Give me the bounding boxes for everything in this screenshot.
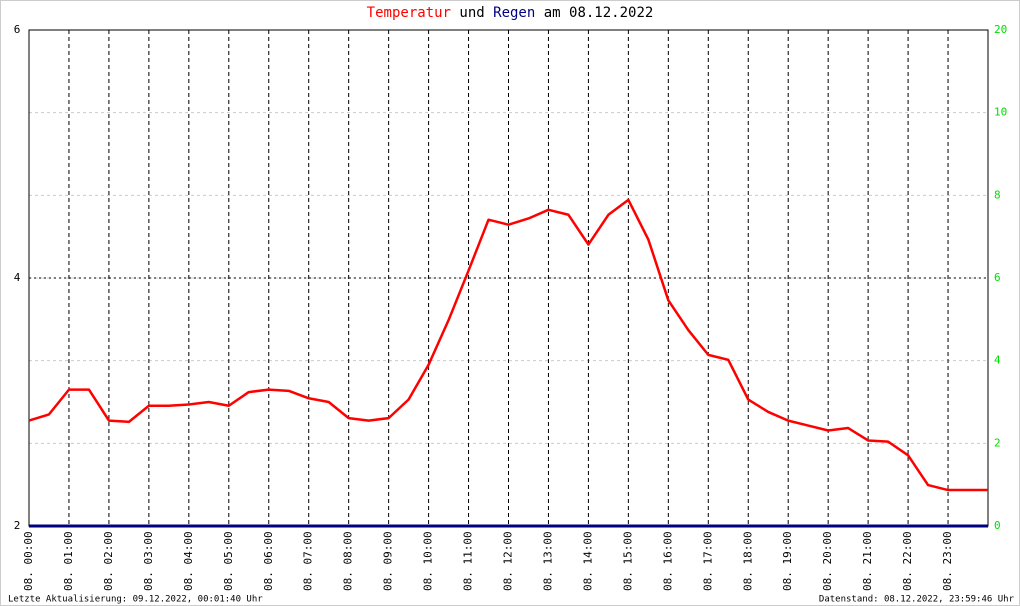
x-tick-label: 08. 12:00 xyxy=(502,531,515,591)
title-connector: und xyxy=(459,5,484,21)
y2-tick-label: 20 xyxy=(994,23,1007,36)
y2-tick-label: 8 xyxy=(994,188,1001,201)
title-date: am 08.12.2022 xyxy=(544,5,654,21)
series-line xyxy=(28,198,988,492)
x-tick-label: 08. 05:00 xyxy=(222,531,235,591)
x-tick-label: 08. 09:00 xyxy=(382,531,395,591)
x-tick-label: 08. 14:00 xyxy=(581,531,594,591)
footer-right: Datenstand: 08.12.2022, 23:59:46 Uhr xyxy=(819,595,1015,605)
x-tick-label: 08. 02:00 xyxy=(102,531,115,591)
y2-tick-label: 4 xyxy=(994,354,1001,367)
title-series-1: Temperatur xyxy=(367,5,451,21)
y2-tick-label: 0 xyxy=(994,519,1001,532)
x-tick-label: 08. 08:00 xyxy=(342,531,355,591)
y-tick-label: 4 xyxy=(14,271,21,284)
x-tick-label: 08. 04:00 xyxy=(182,531,195,591)
y2-tick-label: 10 xyxy=(994,106,1007,119)
title-series-2: Regen xyxy=(493,5,535,21)
x-tick-label: 08. 18:00 xyxy=(741,531,754,591)
y2-tick-label: 2 xyxy=(994,436,1001,449)
y2-tick-label: 6 xyxy=(994,271,1001,284)
x-tick-label: 08. 22:00 xyxy=(901,531,914,591)
x-tick-label: 08. 07:00 xyxy=(302,531,315,591)
x-tick-label: 08. 01:00 xyxy=(62,531,75,591)
x-tick-label: 08. 11:00 xyxy=(462,531,475,591)
x-tick-label: 08. 06:00 xyxy=(262,531,275,591)
x-tick-label: 08. 17:00 xyxy=(701,531,714,591)
x-tick-label: 08. 15:00 xyxy=(621,531,634,591)
x-tick-label: 08. 16:00 xyxy=(661,531,674,591)
x-tick-label: 08. 20:00 xyxy=(821,531,834,591)
chart-title: Temperatur und Regen am 08.12.2022 xyxy=(367,5,654,21)
x-tick-label: 08. 13:00 xyxy=(541,531,554,591)
x-tick-label: 08. 00:00 xyxy=(22,531,35,591)
y-tick-label: 2 xyxy=(14,519,21,532)
y-tick-label: 6 xyxy=(14,23,21,36)
x-tick-label: 08. 21:00 xyxy=(861,531,874,591)
x-tick-label: 08. 03:00 xyxy=(142,531,155,591)
x-tick-label: 08. 10:00 xyxy=(422,531,435,591)
footer-left: Letzte Aktualisierung: 09.12.2022, 00:01… xyxy=(8,595,263,605)
x-tick-label: 08. 19:00 xyxy=(781,531,794,591)
x-tick-label: 08. 23:00 xyxy=(941,531,954,591)
